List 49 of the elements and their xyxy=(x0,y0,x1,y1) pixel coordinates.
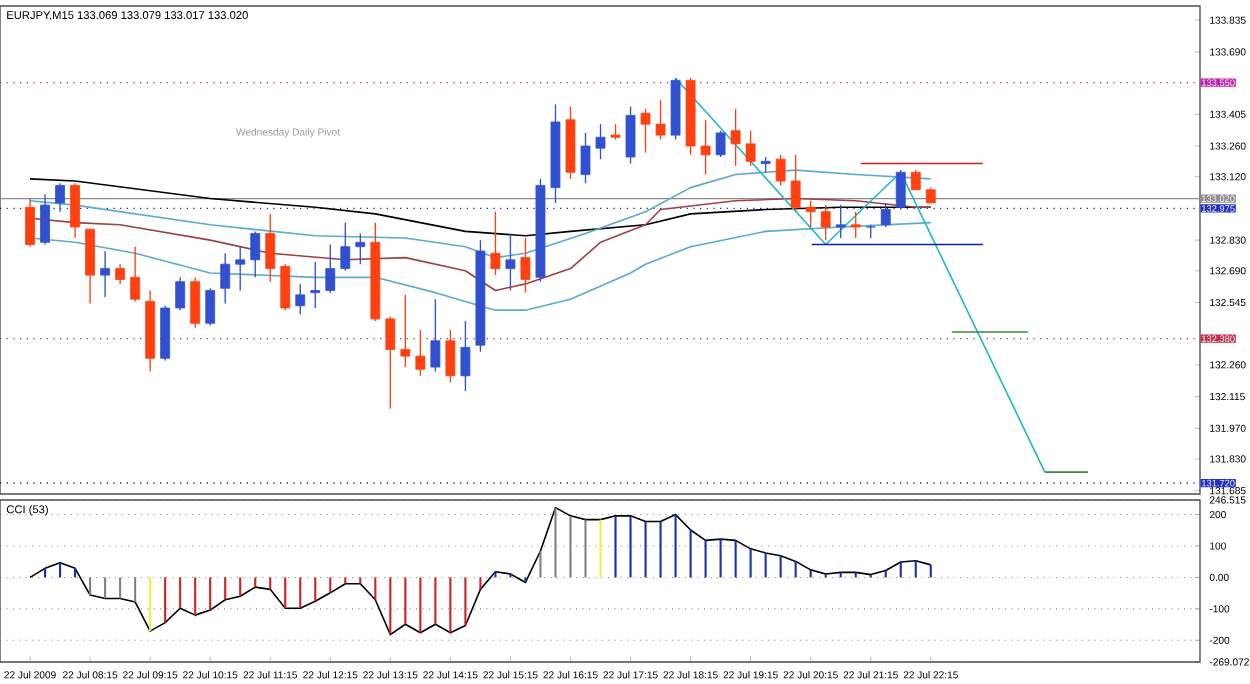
candlestick xyxy=(790,154,801,213)
candlestick xyxy=(715,130,726,158)
candlestick xyxy=(310,261,321,309)
candlestick xyxy=(25,197,35,248)
candlestick xyxy=(220,252,231,305)
line-series xyxy=(29,506,932,636)
candlestick xyxy=(880,202,891,228)
candlestick xyxy=(895,169,906,211)
candlestick xyxy=(625,105,636,165)
candlestick xyxy=(655,99,666,141)
candlestick xyxy=(325,243,336,294)
candlestick xyxy=(505,232,516,292)
candlestick xyxy=(805,200,816,228)
candlestick xyxy=(445,329,456,384)
candlestick xyxy=(40,193,50,246)
candlestick xyxy=(460,320,471,392)
candlestick xyxy=(55,182,65,213)
candlestick xyxy=(385,316,396,410)
candlestick xyxy=(190,276,201,329)
candlestick xyxy=(730,108,741,167)
candlestick xyxy=(205,287,216,327)
candlestick xyxy=(295,283,306,316)
candlestick xyxy=(490,211,501,276)
candlestick xyxy=(340,221,351,272)
candlestick xyxy=(280,263,291,311)
candlestick xyxy=(640,108,651,154)
candlestick xyxy=(265,213,276,283)
candlestick xyxy=(745,130,756,167)
candlestick xyxy=(130,246,141,303)
candlestick xyxy=(820,204,831,241)
candlestick xyxy=(400,294,411,368)
candlestick xyxy=(850,211,861,239)
candlestick xyxy=(580,132,591,184)
candlestick xyxy=(415,329,426,377)
candlestick xyxy=(835,204,846,239)
candlestick xyxy=(235,246,246,292)
candlestick xyxy=(250,230,261,278)
candlestick xyxy=(115,263,126,285)
candlestick xyxy=(355,232,366,265)
candlestick xyxy=(910,169,921,191)
candlestick xyxy=(70,182,80,239)
candlestick xyxy=(700,119,711,176)
candlestick xyxy=(175,276,186,311)
candlestick xyxy=(520,237,531,294)
candlestick xyxy=(85,228,95,305)
candlestick xyxy=(595,123,606,160)
candlestick xyxy=(100,250,111,298)
candlestick xyxy=(430,298,441,373)
candlestick xyxy=(775,154,786,187)
